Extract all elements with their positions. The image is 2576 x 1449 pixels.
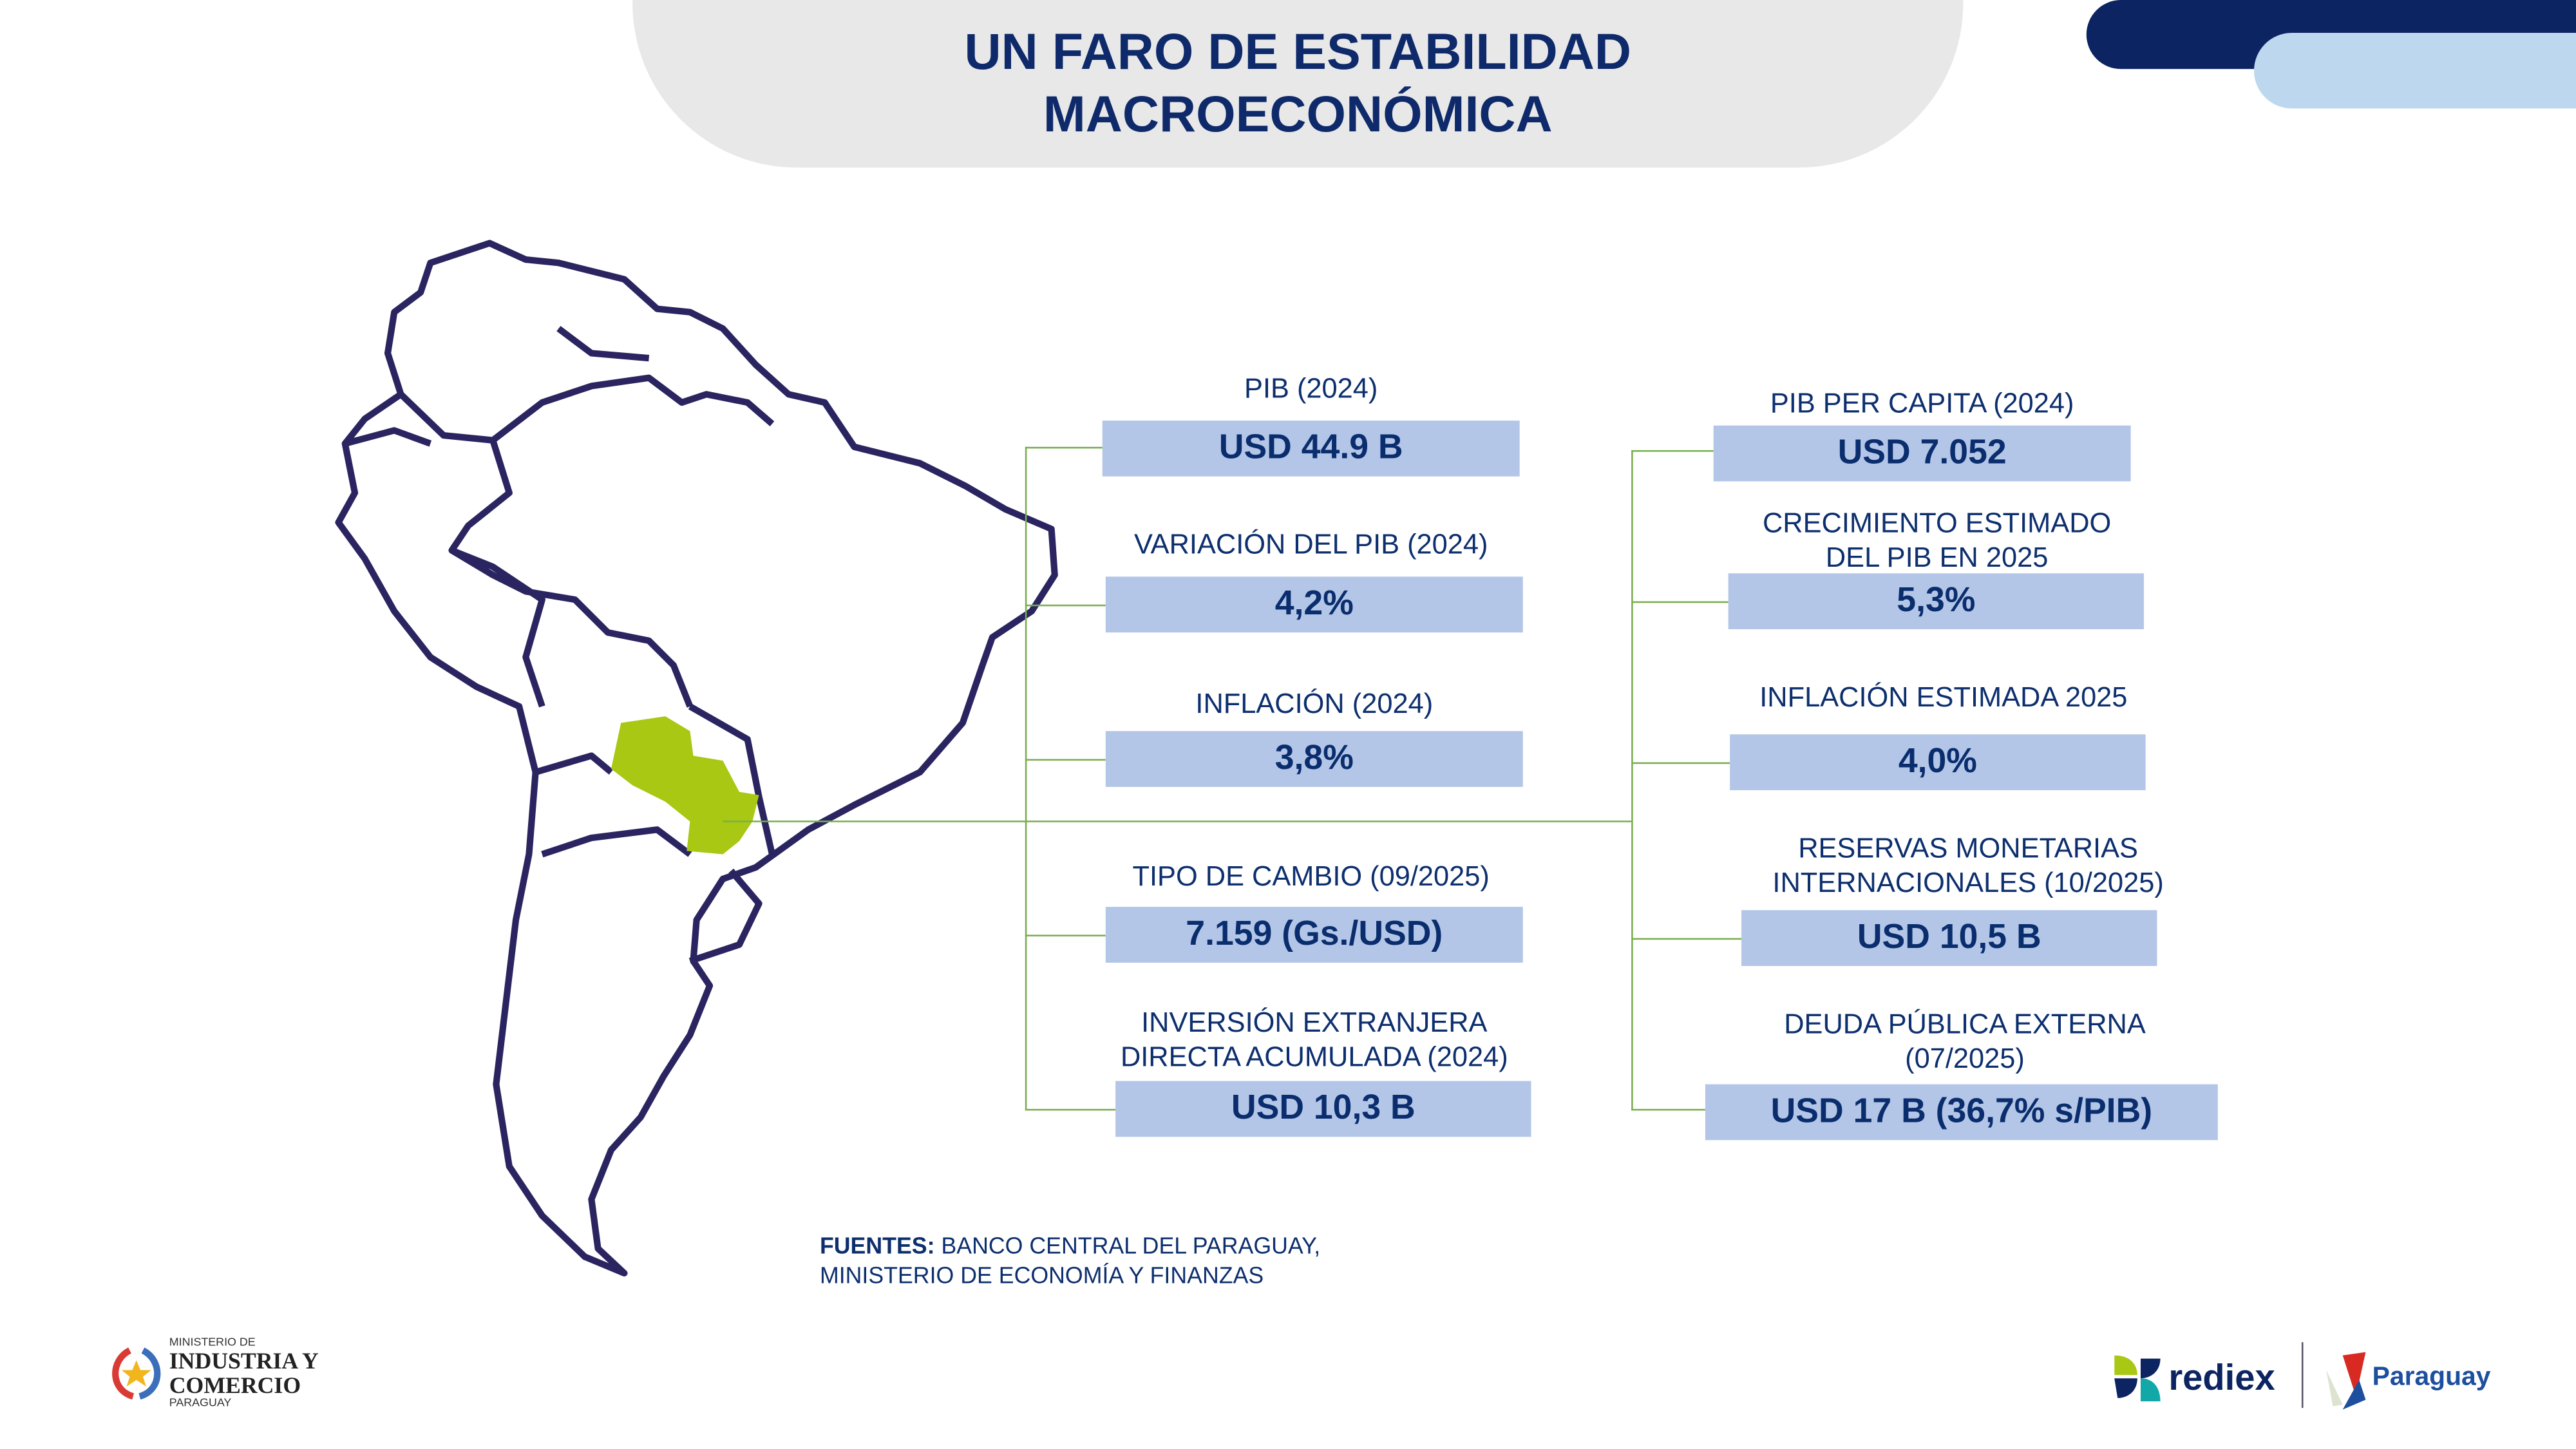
indicator-value-inflacion: 3,8% bbox=[1105, 731, 1523, 787]
indicator-label-ied: INVERSIÓN EXTRANJERA DIRECTA ACUMULADA (2… bbox=[1120, 1007, 1508, 1073]
indicator-label-crecimiento: CRECIMIENTO ESTIMADO DEL PIB EN 2025 bbox=[1762, 507, 2112, 574]
connector bbox=[1631, 1108, 1705, 1111]
sources-note: FUENTES: BANCO CENTRAL DEL PARAGUAY, MIN… bbox=[820, 1231, 1320, 1290]
logo-separator bbox=[2301, 1342, 2304, 1408]
indicator-label-pib: PIB (2024) bbox=[1244, 373, 1378, 404]
indicator-value-pib-per-capita: USD 7.052 bbox=[1713, 425, 2131, 482]
connector bbox=[1025, 934, 1106, 937]
title-banner bbox=[632, 0, 1964, 168]
indicator-value-variacion-pib: 4,2% bbox=[1105, 576, 1523, 633]
indicator-label-pib-per-capita: PIB PER CAPITA (2024) bbox=[1770, 388, 2074, 419]
indicator-value-ied: USD 10,3 B bbox=[1115, 1081, 1531, 1137]
connector bbox=[1631, 450, 1714, 452]
rediex-logo-text: rediex bbox=[2168, 1357, 2275, 1398]
ministry-emblem-icon bbox=[112, 1347, 161, 1400]
title-line-2: MACROECONÓMICA bbox=[1043, 85, 1553, 143]
connector bbox=[1631, 938, 1742, 940]
paraguay-brand-text: Paraguay bbox=[2372, 1363, 2491, 1392]
sources-line-2: MINISTERIO DE ECONOMÍA Y FINANZAS bbox=[819, 1262, 1264, 1288]
decor-pill-light bbox=[2253, 33, 2576, 109]
indicator-value-deuda: USD 17 B (36,7% s/PIB) bbox=[1705, 1084, 2218, 1141]
page-title: UN FARO DE ESTABILIDAD MACROECONÓMICA bbox=[632, 21, 1963, 146]
title-line-1: UN FARO DE ESTABILIDAD bbox=[964, 23, 1631, 80]
paraguay-shape bbox=[611, 716, 759, 855]
sources-prefix: FUENTES: bbox=[819, 1232, 935, 1259]
left-connector-spine bbox=[1025, 446, 1027, 1111]
indicator-value-tipo-cambio: 7.159 (Gs./USD) bbox=[1105, 907, 1523, 963]
connector bbox=[1631, 601, 1728, 603]
indicator-value-pib: USD 44.9 B bbox=[1102, 421, 1520, 477]
indicator-label-variacion-pib: VARIACIÓN DEL PIB (2024) bbox=[1133, 529, 1488, 560]
indicator-label-inflacion: INFLACIÓN (2024) bbox=[1195, 688, 1434, 720]
paraguay-brand-icon bbox=[2326, 1352, 2366, 1410]
indicator-value-reservas: USD 10,5 B bbox=[1741, 910, 2157, 966]
connector bbox=[1631, 762, 1730, 764]
right-connector-spine bbox=[1631, 450, 1633, 1111]
indicator-label-inflacion-2025: INFLACIÓN ESTIMADA 2025 bbox=[1759, 681, 2128, 714]
continent-outline bbox=[335, 240, 1058, 1277]
connector bbox=[1025, 446, 1103, 449]
indicator-label-tipo-cambio: TIPO DE CAMBIO (09/2025) bbox=[1132, 860, 1490, 893]
connector bbox=[1025, 1108, 1116, 1111]
indicator-value-inflacion-2025: 4,0% bbox=[1730, 734, 2146, 791]
sources-line-1: BANCO CENTRAL DEL PARAGUAY, bbox=[941, 1232, 1321, 1259]
indicator-label-deuda: DEUDA PÚBLICA EXTERNA (07/2025) bbox=[1784, 1009, 2146, 1075]
indicator-label-reservas: RESERVAS MONETARIAS INTERNACIONALES (10/2… bbox=[1772, 833, 2164, 899]
ministry-logo-text: MINISTERIO DE bbox=[169, 1337, 256, 1349]
ministry-logo-name: INDUSTRIA Y COMERCIO bbox=[169, 1350, 319, 1400]
rediex-logo-icon bbox=[2114, 1355, 2161, 1402]
connector bbox=[1025, 759, 1106, 761]
indicator-value-crecimiento: 5,3% bbox=[1728, 573, 2145, 630]
ministry-logo-country: PARAGUAY bbox=[169, 1397, 232, 1410]
connector bbox=[1025, 604, 1106, 607]
